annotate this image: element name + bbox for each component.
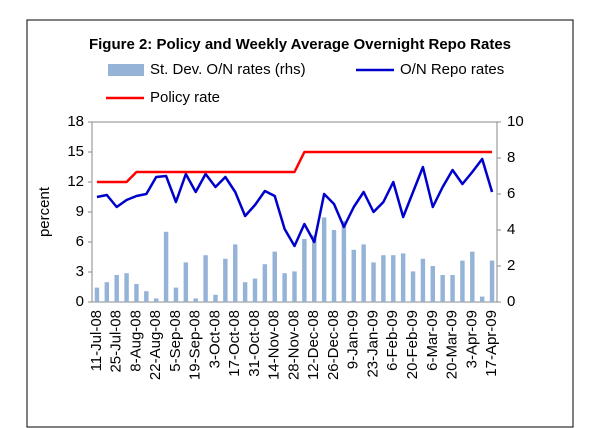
bar — [242, 282, 248, 302]
bar — [292, 271, 297, 302]
x-tick-label: 5-Sep-08 — [167, 310, 184, 372]
bar — [203, 255, 208, 302]
x-tick-label: 31-Oct-08 — [246, 310, 263, 377]
bar — [321, 217, 327, 302]
y-tick-label: 15 — [67, 143, 84, 160]
bar — [489, 260, 495, 302]
legend-swatch — [108, 64, 144, 76]
bar — [193, 298, 198, 302]
bar — [371, 262, 376, 302]
chart-title: Figure 2: Policy and Weekly Average Over… — [89, 36, 511, 53]
y-tick-label: 18 — [67, 113, 84, 130]
x-tick-label: 26-Dec-08 — [325, 310, 342, 380]
line — [96, 150, 493, 184]
line — [96, 157, 494, 248]
bar — [213, 294, 218, 302]
y-tick-label: 9 — [76, 203, 84, 220]
bar — [223, 258, 228, 302]
y-tick-label: 12 — [67, 173, 84, 190]
x-tick-label: 17-Apr-09 — [483, 310, 500, 377]
bar — [312, 235, 317, 302]
bar — [233, 244, 238, 302]
bar — [430, 266, 436, 302]
y-tick-label: 6 — [76, 233, 84, 250]
bar — [361, 244, 366, 302]
bar — [173, 287, 179, 302]
bar — [144, 291, 149, 302]
bar — [440, 275, 445, 302]
bar — [124, 273, 129, 302]
x-tick-label: 12-Dec-08 — [305, 310, 322, 380]
x-tick-label: 20-Feb-09 — [404, 310, 421, 379]
bar — [114, 275, 119, 302]
y2-tick-label: 2 — [507, 257, 515, 274]
bar — [450, 275, 455, 302]
y2-tick-label: 4 — [507, 221, 515, 238]
y2-tick-label: 8 — [507, 149, 515, 166]
bar — [252, 278, 258, 302]
x-tick-label: 14-Nov-08 — [266, 310, 283, 380]
bar — [381, 255, 386, 302]
bar — [302, 239, 307, 302]
x-tick-label: 9-Jan-09 — [345, 310, 362, 369]
y-tick-label: 0 — [76, 293, 84, 310]
legend-label: St. Dev. O/N rates (rhs) — [150, 61, 306, 78]
bar — [272, 251, 277, 302]
bar — [262, 264, 268, 302]
bar — [410, 271, 416, 302]
legend-label: Policy rate — [150, 89, 220, 106]
x-tick-label: 11-Jul-08 — [88, 310, 105, 371]
y2-tick-label: 10 — [507, 113, 524, 130]
chart-frame — [26, 19, 574, 428]
bar — [134, 284, 139, 302]
bar — [351, 249, 356, 302]
bar — [153, 298, 159, 302]
x-tick-label: 22-Aug-08 — [147, 310, 164, 380]
x-tick-label: 23-Jan-09 — [364, 310, 381, 378]
x-tick-label: 8-Aug-08 — [127, 310, 144, 372]
x-tick-label: 28-Nov-08 — [285, 310, 302, 380]
x-tick-label: 6-Mar-09 — [424, 310, 441, 371]
bar — [400, 253, 406, 302]
y2-tick-label: 0 — [507, 293, 515, 310]
y-axis-label: percent — [36, 186, 53, 237]
x-tick-label: 20-Mar-09 — [444, 310, 461, 379]
x-tick-label: 6-Feb-09 — [384, 310, 401, 371]
bar — [460, 260, 465, 302]
x-tick-label: 17-Oct-08 — [226, 310, 243, 377]
x-tick-label: 25-Jul-08 — [108, 310, 125, 373]
bar — [282, 273, 287, 302]
x-tick-label: 3-Oct-08 — [206, 310, 223, 368]
bar — [331, 230, 337, 302]
bar — [94, 287, 100, 302]
bar — [391, 255, 396, 302]
bar — [420, 258, 426, 302]
bar — [341, 221, 347, 302]
bar — [183, 262, 189, 302]
bar — [479, 296, 485, 302]
y2-tick-label: 6 — [507, 185, 515, 202]
bar — [104, 282, 110, 302]
bar — [163, 231, 169, 302]
bar — [470, 251, 475, 302]
x-tick-label: 19-Sep-08 — [187, 310, 204, 380]
x-tick-label: 3-Apr-09 — [463, 310, 480, 368]
y-tick-label: 3 — [76, 263, 84, 280]
legend-label: O/N Repo rates — [400, 61, 504, 78]
